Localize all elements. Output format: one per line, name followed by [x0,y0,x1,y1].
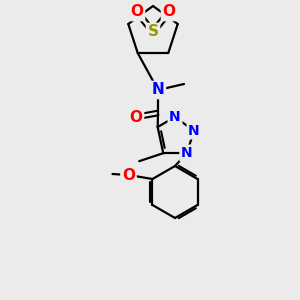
Text: O: O [130,4,143,20]
Text: O: O [130,110,142,124]
Text: N: N [188,124,200,138]
Text: N: N [152,82,164,98]
Text: O: O [122,167,135,182]
Text: N: N [169,110,181,124]
Text: N: N [181,146,193,160]
Text: S: S [148,25,158,40]
Text: O: O [163,4,176,20]
